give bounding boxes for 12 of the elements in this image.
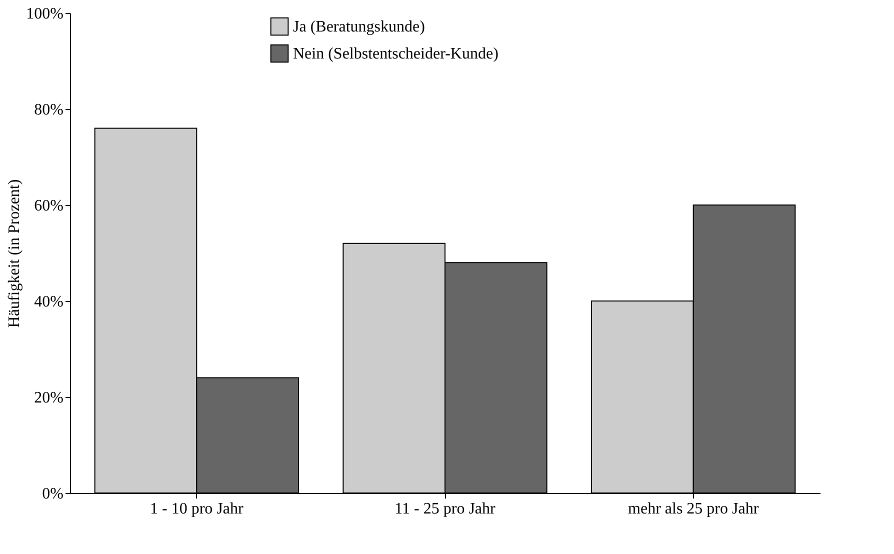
y-tick-label: 20% — [34, 390, 64, 406]
x-tick-label: mehr als 25 pro Jahr — [628, 500, 760, 518]
y-tick-label: 80% — [34, 102, 64, 118]
x-tick-label: 1 - 10 pro Jahr — [150, 500, 244, 518]
legend-label: Ja (Beratungskunde) — [293, 18, 425, 36]
x-tick-label: 11 - 25 pro Jahr — [394, 500, 496, 518]
y-tick-label: 40% — [34, 294, 64, 310]
y-tick-label: 60% — [34, 198, 64, 214]
y-axis-title: Häufigkeit (in Prozent) — [6, 179, 24, 328]
y-tick-label: 0% — [42, 486, 64, 502]
y-tick-label: 100% — [26, 6, 64, 22]
legend-label: Nein (Selbstentscheider-Kunde) — [293, 46, 498, 62]
